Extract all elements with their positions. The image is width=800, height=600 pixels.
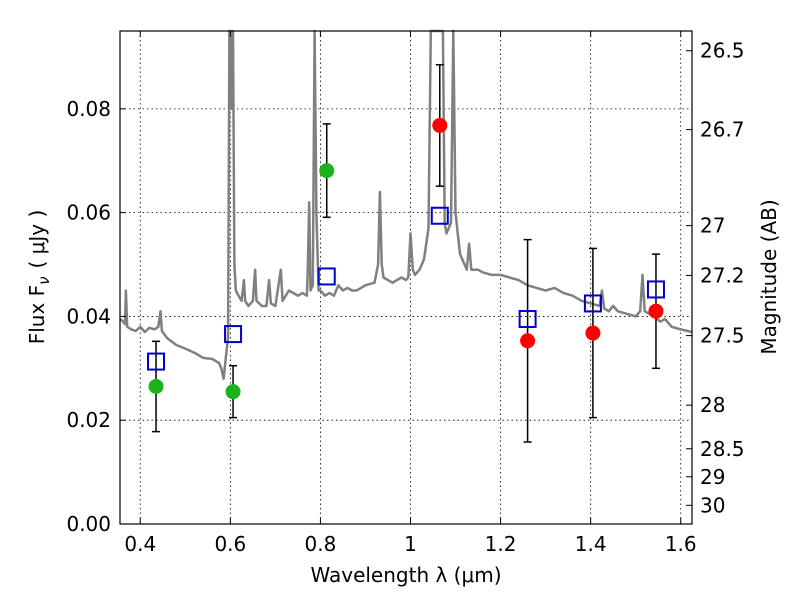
- observed-nir-point: [648, 303, 664, 319]
- x-tick-label: 1.2: [485, 532, 517, 556]
- y-axis-label: Flux Fν ( μJy ): [25, 210, 53, 345]
- y-tick-label: 0.00: [66, 512, 111, 536]
- y-tick-label: 0.02: [66, 408, 111, 432]
- observed-nir-point: [585, 325, 601, 341]
- observed-nir-point: [520, 333, 536, 349]
- model-flux-marker: [317, 267, 336, 286]
- x-tick-label: 1.4: [575, 532, 607, 556]
- magnitude-tick-label: 26.5: [700, 39, 745, 63]
- y-axis-label-unit: ( μJy ): [25, 210, 49, 269]
- magnitude-tick-label: 28: [700, 393, 725, 417]
- magnitude-tick-label: 26.7: [700, 118, 745, 142]
- x-tick-label: 0.4: [124, 532, 156, 556]
- observed-nir-point: [432, 117, 448, 133]
- magnitude-tick-label: 27: [700, 214, 725, 238]
- x-axis-ticks: 0.4 0.6 0.8 1 1.2 1.4 1.6: [124, 31, 697, 556]
- magnitude-tick-label: 28.5: [700, 437, 745, 461]
- y-tick-label: 0.04: [66, 304, 111, 328]
- model-flux-marker: [224, 325, 243, 344]
- x-tick-label: 1.6: [665, 532, 697, 556]
- y-axis-label-subscript: ν: [35, 276, 53, 284]
- magnitude-axis-ticks: 26.5 26.7 27 27.2 27.5 28 28.5 29 30: [686, 39, 745, 517]
- x-tick-label: 1: [404, 532, 417, 556]
- observed-optical-point: [225, 384, 241, 400]
- magnitude-tick-label: 27.2: [700, 263, 745, 287]
- magnitude-tick-label: 29: [700, 465, 725, 489]
- model-spectrum-line: [119, 29, 693, 380]
- model-flux-marker: [583, 294, 602, 313]
- model-flux-marker: [518, 310, 537, 329]
- magnitude-tick-label: 27.5: [700, 324, 745, 348]
- observed-optical-point: [319, 163, 335, 179]
- grid-lines: [120, 31, 692, 525]
- x-tick-label: 0.8: [305, 532, 337, 556]
- observed-optical-point: [148, 378, 164, 394]
- y-axis-ticks: 0.00 0.02 0.04 0.06 0.08: [66, 97, 126, 536]
- model-flux-marker: [430, 206, 449, 225]
- x-tick-label: 0.6: [214, 532, 246, 556]
- x-axis-label: Wavelength λ (μm): [310, 563, 501, 587]
- model-flux-marker: [646, 280, 665, 299]
- y-axis-label-main: Flux F: [25, 285, 49, 344]
- magnitude-tick-label: 30: [700, 493, 725, 517]
- magnitude-axis-label: Magnitude (AB): [757, 199, 781, 354]
- model-flux-marker: [147, 352, 166, 371]
- y-tick-label: 0.08: [66, 97, 111, 121]
- y-tick-label: 0.06: [66, 201, 111, 225]
- plot-frame: [119, 30, 693, 525]
- data-points: [147, 117, 665, 400]
